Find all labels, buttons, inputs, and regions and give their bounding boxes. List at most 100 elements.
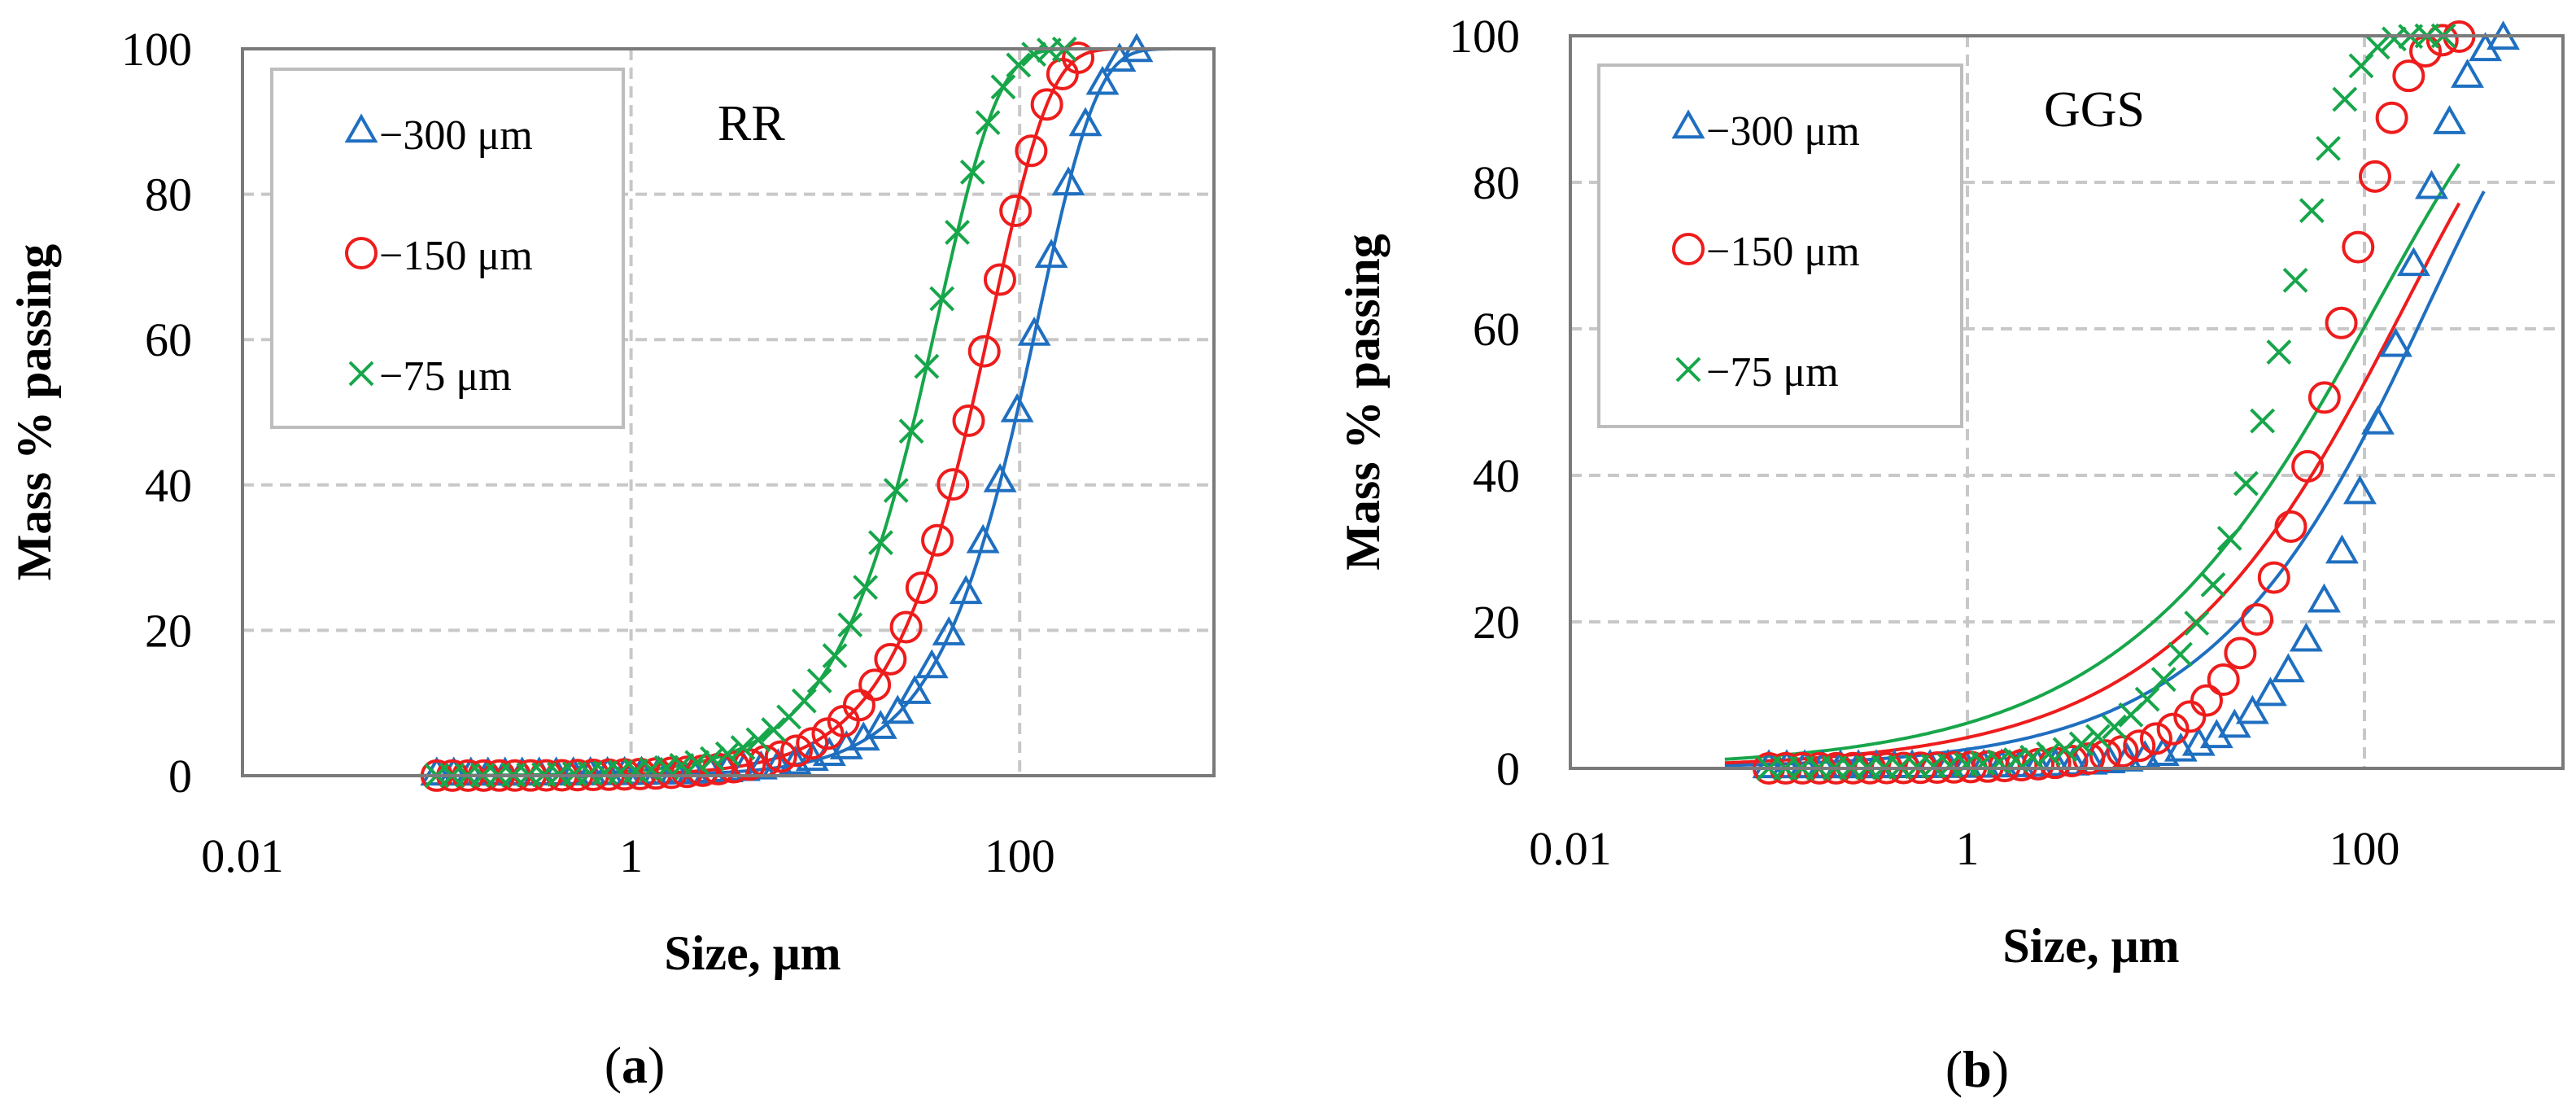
data-point-cross: [2052, 737, 2078, 763]
data-point-triangle: [880, 694, 915, 724]
y-tick-label: 0: [168, 750, 192, 803]
data-point-triangle: [2056, 746, 2090, 776]
panel-b-grid: [1570, 36, 2563, 768]
data-point-triangle: [1034, 238, 1068, 269]
data-point-triangle: [966, 523, 1000, 553]
y-tick-label: 100: [121, 23, 192, 76]
data-point-cross: [761, 717, 787, 742]
data-point-cross: [822, 643, 848, 668]
data-point-circle: [999, 195, 1033, 228]
y-tick-label: 20: [1473, 596, 1520, 649]
data-point-cross: [945, 220, 970, 245]
panel-b-y-axis-label: Mass % passing: [1336, 234, 1390, 570]
data-point-cross: [2102, 714, 2128, 740]
panel-a-y-tick-labels: 0 20 40 60 80 100: [121, 23, 192, 803]
data-point-cross: [929, 286, 955, 312]
data-point-triangle: [2361, 405, 2395, 435]
y-tick-label: 40: [145, 459, 192, 512]
data-point-triangle: [2307, 583, 2341, 613]
data-point-triangle: [1085, 65, 1120, 95]
panel-a-markers: [420, 33, 1154, 792]
panel-b-y-tick-labels: 0 20 40 60 80 100: [1449, 10, 1520, 795]
data-point-cross: [745, 727, 771, 753]
panel-a-title: RR: [718, 96, 785, 151]
data-point-triangle: [2235, 694, 2269, 724]
y-tick-label: 60: [145, 313, 192, 366]
data-point-circle: [2241, 602, 2274, 636]
data-point-circle: [905, 571, 938, 605]
data-point-triangle: [1017, 317, 1051, 346]
y-tick-label: 20: [145, 604, 192, 657]
x-tick-label: 0.01: [1529, 822, 1612, 875]
data-point-triangle: [1102, 42, 1137, 72]
panel-a-y-axis-label: Mass % passing: [7, 244, 61, 580]
data-point-circle: [2291, 449, 2325, 483]
data-point-cross: [700, 746, 725, 772]
fit-line-triangle: [1724, 190, 2486, 768]
legend-symbol-triangle: [1671, 109, 1705, 139]
data-point-cross: [791, 688, 817, 714]
data-point-triangle: [1068, 107, 1102, 137]
data-point-cross: [2184, 610, 2210, 637]
legend-symbol-circle: [1672, 233, 1705, 265]
panel-b: −300 μm −150 μm −75 μm GGS 0 20 40 60 80 100 0.…: [1336, 10, 2565, 1098]
data-point-circle: [2139, 722, 2172, 755]
data-point-circle: [1030, 88, 1063, 121]
data-point-cross: [853, 575, 879, 601]
panel-b-title: GGS: [2044, 82, 2145, 138]
legend-label: −300 μm: [379, 112, 533, 159]
data-point-cross: [1021, 42, 1047, 68]
data-point-cross: [2036, 741, 2062, 767]
data-point-cross: [2364, 34, 2390, 60]
panel-a-legend: −300 μm −150 μm −75 μm: [270, 68, 625, 429]
y-tick-label: 0: [1496, 742, 1520, 795]
y-tick-label: 60: [1473, 303, 1520, 356]
data-point-triangle: [932, 616, 966, 645]
data-point-circle: [2207, 663, 2240, 697]
data-point-cross: [2200, 572, 2226, 597]
data-point-cross: [714, 741, 740, 767]
data-point-circle: [2342, 230, 2375, 264]
data-point-circle: [2274, 510, 2307, 543]
legend-label: −75 μm: [379, 353, 512, 400]
data-point-circle: [921, 523, 954, 557]
legend-symbol-circle: [345, 237, 378, 269]
data-point-triangle: [915, 649, 949, 679]
data-point-circle: [2005, 749, 2038, 782]
panel-b-legend: −300 μm −150 μm −75 μm: [1597, 63, 1963, 428]
panel-a-plot-frame: [241, 47, 1216, 777]
data-point-triangle: [1000, 392, 1034, 422]
data-point-circle: [2224, 637, 2257, 670]
data-point-cross: [914, 353, 940, 379]
panel-b-plot-frame: [1569, 34, 2565, 770]
data-point-cross: [883, 478, 909, 503]
data-point-triangle: [2020, 747, 2054, 777]
data-point-circle: [764, 740, 797, 773]
panel-a-caption: (a): [605, 1036, 666, 1094]
data-point-triangle: [2289, 622, 2323, 652]
data-point-circle: [2375, 101, 2408, 134]
data-point-triangle: [2415, 169, 2448, 199]
data-point-cross: [990, 74, 1016, 100]
data-point-circle: [858, 668, 892, 702]
data-point-circle: [2257, 561, 2290, 594]
data-point-circle: [983, 263, 1016, 296]
panel-b-caption: (b): [1945, 1040, 2009, 1098]
data-point-triangle: [2271, 653, 2305, 683]
x-tick-label: 1: [619, 829, 643, 882]
y-tick-label: 40: [1473, 449, 1520, 502]
data-point-triangle: [2433, 105, 2466, 134]
data-point-triangle: [863, 710, 897, 739]
data-point-cross: [959, 160, 985, 185]
legend-label: −75 μm: [1706, 349, 1839, 396]
data-point-cross: [2150, 667, 2177, 693]
legend-symbol-triangle: [344, 113, 378, 143]
data-point-circle: [842, 689, 875, 722]
data-point-circle: [2392, 59, 2425, 93]
data-point-circle: [2425, 24, 2459, 57]
data-point-circle: [2156, 712, 2190, 746]
panel-a: −300 μm −150 μm −75 μm RR 0 20 40 60 80 100 0.0…: [7, 23, 1216, 1094]
data-point-circle: [2307, 381, 2341, 414]
data-point-triangle: [1752, 749, 1786, 779]
